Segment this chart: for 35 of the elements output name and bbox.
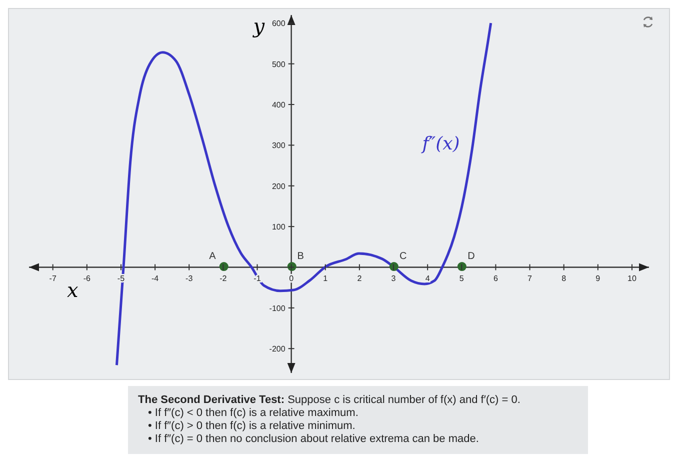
annotation: D <box>468 251 475 262</box>
x-axis-title: x <box>67 278 78 302</box>
text: • If f″(c) > 0 then f(c) is a relative minimum. <box>148 420 356 433</box>
y-tick-label: 400 <box>272 100 286 110</box>
y-tick-label: -100 <box>269 304 286 313</box>
y-tick-label: 300 <box>272 141 286 150</box>
x-tick-label: 5 <box>459 274 464 284</box>
y-tick-label: -200 <box>269 344 286 354</box>
x-tick-label: -2 <box>220 274 228 284</box>
x-tick-label: -7 <box>49 274 57 284</box>
x-tick-label: 6 <box>493 274 498 284</box>
annotation: A <box>209 251 216 262</box>
text: The Second Derivative Test: Suppose c is critical number of f(x) and f′(c) = 0. <box>138 394 522 407</box>
x-tick-label: -6 <box>83 274 92 284</box>
text: • If f″(c) < 0 then f(c) is a relative maximum. <box>148 407 360 420</box>
x-tick-label: 10 <box>628 274 637 284</box>
y-tick-label: 200 <box>272 182 286 191</box>
text: • If f″(c) = 0 then no conclusion about relative extrema can be made. <box>148 433 480 446</box>
line-series <box>115 22 492 366</box>
x-tick-label: 1 <box>323 274 328 284</box>
x-tick-label: 8 <box>562 274 567 284</box>
annotation: B <box>297 251 304 262</box>
y-axis-title: y <box>252 14 266 38</box>
x-tick-label: -3 <box>186 274 194 284</box>
x-tick-label: 7 <box>528 274 533 284</box>
y-tick-label: 100 <box>272 222 286 232</box>
series-label: f″(x) <box>420 133 460 154</box>
x-tick-label: 2 <box>357 274 362 284</box>
x-tick-label: 4 <box>425 274 430 284</box>
x-tick-label: -4 <box>151 274 160 284</box>
y-tick-label: 600 <box>272 19 286 28</box>
x-tick-label: 9 <box>596 274 601 284</box>
x-tick-label: 3 <box>391 274 396 284</box>
annotation: C <box>400 251 407 262</box>
y-tick-label: 500 <box>272 60 286 69</box>
